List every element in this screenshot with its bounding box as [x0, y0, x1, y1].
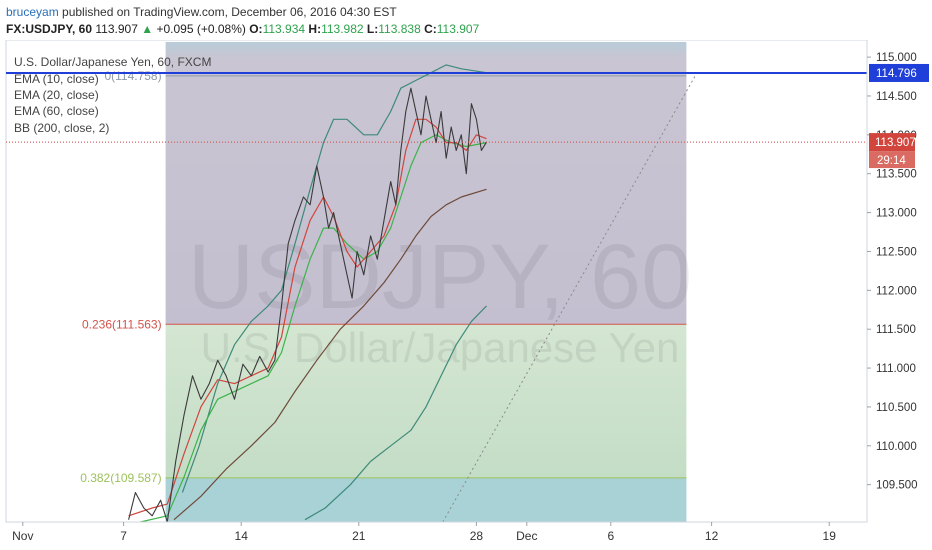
time-tick-label: 19 [823, 529, 837, 543]
time-tick-label: Dec [516, 529, 537, 543]
time-tick-label: 21 [352, 529, 366, 543]
price-chart[interactable]: USDJPY, 60 U.S. Dollar/Japanese Yen 0(11… [0, 40, 932, 550]
fib-zone-0-0236 [165, 42, 687, 325]
legend-ema60[interactable]: EMA (60, close) [14, 104, 99, 118]
close-label: C: [424, 22, 437, 36]
series-ema-10 [128, 118, 487, 517]
fib-label-0.382: 0.382(109.587) [80, 471, 161, 485]
low-label: L: [366, 22, 379, 36]
price-tick-label: 109.500 [876, 480, 918, 492]
time-tick-label: Nov [12, 529, 33, 543]
open-value: 113.934 [262, 22, 306, 36]
high-value: 113.982 [321, 22, 364, 36]
series-bb-upper [181, 64, 487, 493]
low-value: 113.838 [378, 22, 421, 36]
time-axis[interactable]: Nov 7 14 21 28 Dec 6 12 19 [6, 521, 867, 543]
fib-zone-below-0382 [165, 477, 687, 522]
price-tick-label: 110.500 [876, 402, 917, 414]
time-tick-label: 12 [705, 529, 719, 543]
last-price-tag-label: 113.907 [875, 137, 916, 149]
price-tags: 114.796 113.907 29:14 [869, 63, 929, 169]
last-price: 113.907 [95, 22, 138, 36]
fib-label-0.236: 0.236(111.563) [82, 317, 162, 331]
countdown-label: 29:14 [877, 155, 906, 167]
series-bb-lower [304, 305, 487, 521]
time-tick-label: 14 [235, 529, 249, 543]
watermark-name: U.S. Dollar/Japanese Yen [201, 324, 680, 371]
price-tick-label: 111.000 [876, 363, 916, 375]
price-tick-label: 113.500 [876, 169, 917, 181]
symbol-watermark: USDJPY, 60 U.S. Dollar/Japanese Yen [188, 226, 693, 371]
open-label: O: [249, 22, 263, 36]
symbol-label: FX:USDJPY, 60 [6, 22, 93, 36]
high-label: H: [308, 22, 322, 36]
legend-bb[interactable]: BB (200, close, 2) [14, 121, 110, 135]
overlays [6, 71, 867, 523]
close-value: 113.907 [436, 22, 480, 36]
legend-ema10[interactable]: EMA (10, close) [14, 72, 99, 86]
trend-line [442, 76, 696, 523]
price-change: +0.095 (+0.08%) [156, 22, 246, 36]
series-ema-60 [173, 188, 487, 521]
horizontal-line-tag [869, 63, 929, 82]
countdown-tag [869, 151, 915, 169]
quote-line: FX:USDJPY, 60 113.907 ▲ +0.095 (+0.08%) … [6, 22, 479, 36]
legend-title: U.S. Dollar/Japanese Yen, 60, FXCM [14, 55, 212, 69]
series-price [128, 87, 487, 523]
chart-header: bruceyam published on TradingView.com, D… [0, 0, 932, 40]
price-tick-label: 111.500 [876, 324, 916, 336]
watermark-symbol: USDJPY, 60 [188, 226, 693, 328]
price-tick-label: 112.500 [876, 246, 917, 258]
time-tick-label: 28 [470, 529, 484, 543]
time-tick-label: 7 [120, 529, 127, 543]
series-layer [128, 64, 487, 523]
fib-fills [165, 42, 687, 522]
price-tick-label: 110.000 [876, 441, 917, 453]
fib-zone-0236-0382 [165, 324, 687, 478]
up-arrow-icon: ▲ [141, 22, 154, 36]
time-tick-label: 6 [607, 529, 614, 543]
publish-line: bruceyam published on TradingView.com, D… [6, 5, 397, 19]
price-axis[interactable]: 115.000114.500114.000113.500113.000112.5… [866, 40, 932, 522]
horizontal-line-tag-label: 114.796 [876, 68, 917, 80]
last-price-tag [869, 133, 915, 152]
legend-ema20[interactable]: EMA (20, close) [14, 88, 99, 102]
price-tick-label: 115.000 [876, 52, 917, 64]
fib-label-0: 0(114.758) [104, 69, 161, 83]
price-tick-label: 113.000 [876, 208, 917, 220]
published-text: published on TradingView.com, December 0… [62, 5, 397, 19]
author-link[interactable]: bruceyam [6, 5, 59, 19]
price-axis-bg [867, 40, 932, 522]
price-tick-label: 112.000 [876, 285, 917, 297]
price-tick-label: 114.500 [876, 91, 917, 103]
